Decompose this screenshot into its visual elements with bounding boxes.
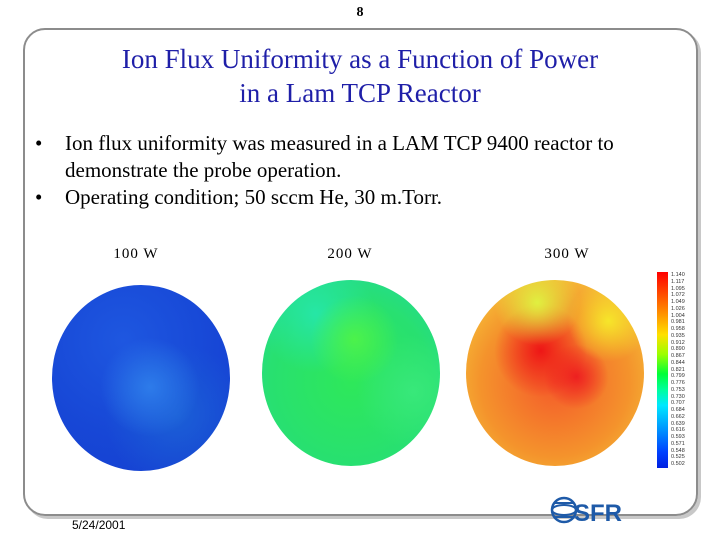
color-scale-tick: 0.958 [671, 326, 685, 332]
title-line-1: Ion Flux Uniformity as a Function of Pow… [121, 44, 599, 74]
color-scale-tick: 0.525 [671, 454, 685, 461]
panel-label-200w: 200 W [327, 246, 373, 262]
title-line-2: in a Lam TCP Reactor [239, 78, 481, 108]
slide-frame [23, 28, 698, 516]
color-scale-tick: 0.799 [671, 373, 685, 380]
color-scale-tick: 1.004 [671, 312, 685, 319]
color-scale-tick: 0.684 [671, 407, 685, 413]
color-scale-tick: 0.548 [671, 447, 685, 454]
color-scale-tick: 0.776 [671, 380, 685, 386]
page-number: 8 [356, 5, 364, 20]
color-scale-tick: 1.026 [671, 305, 685, 312]
bullet-list: • Ion flux uniformity was measured in a … [35, 130, 695, 211]
color-scale-tick: 1.095 [671, 285, 685, 292]
color-scale-tick: 1.072 [671, 292, 685, 299]
color-scale-tick: 0.935 [671, 332, 685, 339]
slide-date: 5/24/2001 [72, 518, 126, 532]
color-scale-tick: 1.117 [671, 278, 685, 285]
bullet-item: • Ion flux uniformity was measured in a … [35, 130, 695, 184]
bullet-dot: • [35, 131, 43, 155]
ion-flux-map-200w [262, 280, 440, 466]
color-scale-bar [657, 272, 668, 468]
bullet-text: Operating condition; 50 sccm He, 30 m.To… [65, 185, 443, 209]
color-scale-ticks: 1.140 1.117 1.095 1.072 1.049 1.026 1.004 0.981… [671, 272, 701, 468]
ion-flux-map-100w [52, 285, 230, 471]
globe-icon [550, 496, 578, 524]
color-scale-tick: 0.593 [671, 434, 685, 440]
color-scale-tick: 0.616 [671, 427, 685, 434]
bullet-dot: • [35, 185, 43, 209]
color-scale-tick: 1.049 [671, 299, 685, 305]
panel-label-100w: 100 W [113, 246, 159, 262]
color-scale-tick: 0.753 [671, 386, 685, 393]
color-scale-tick: 0.571 [671, 440, 685, 447]
bullet-text: Ion flux uniformity was measured in a LA… [65, 131, 614, 182]
color-scale-tick: 0.730 [671, 393, 685, 400]
color-scale-tick: 0.890 [671, 346, 685, 353]
color-scale-tick: 0.844 [671, 359, 685, 366]
color-scale-tick: 1.140 [671, 272, 685, 278]
color-scale-tick: 0.502 [671, 461, 685, 467]
logo-text: SFR [574, 500, 622, 527]
bullet-item: • Operating condition; 50 sccm He, 30 m.… [35, 184, 695, 211]
color-scale-tick: 0.707 [671, 400, 685, 407]
color-scale-tick: 0.639 [671, 420, 685, 427]
ion-flux-map-300w [466, 280, 644, 466]
color-scale-tick: 0.662 [671, 413, 685, 420]
color-scale-tick: 0.867 [671, 353, 685, 359]
slide-title: Ion Flux Uniformity as a Function of Pow… [60, 42, 660, 110]
color-scale-tick: 0.821 [671, 366, 685, 373]
panel-label-300w: 300 W [544, 246, 590, 262]
sfr-logo: SFR [550, 496, 622, 527]
color-scale-tick: 0.981 [671, 319, 685, 326]
color-scale-tick: 0.912 [671, 339, 685, 346]
